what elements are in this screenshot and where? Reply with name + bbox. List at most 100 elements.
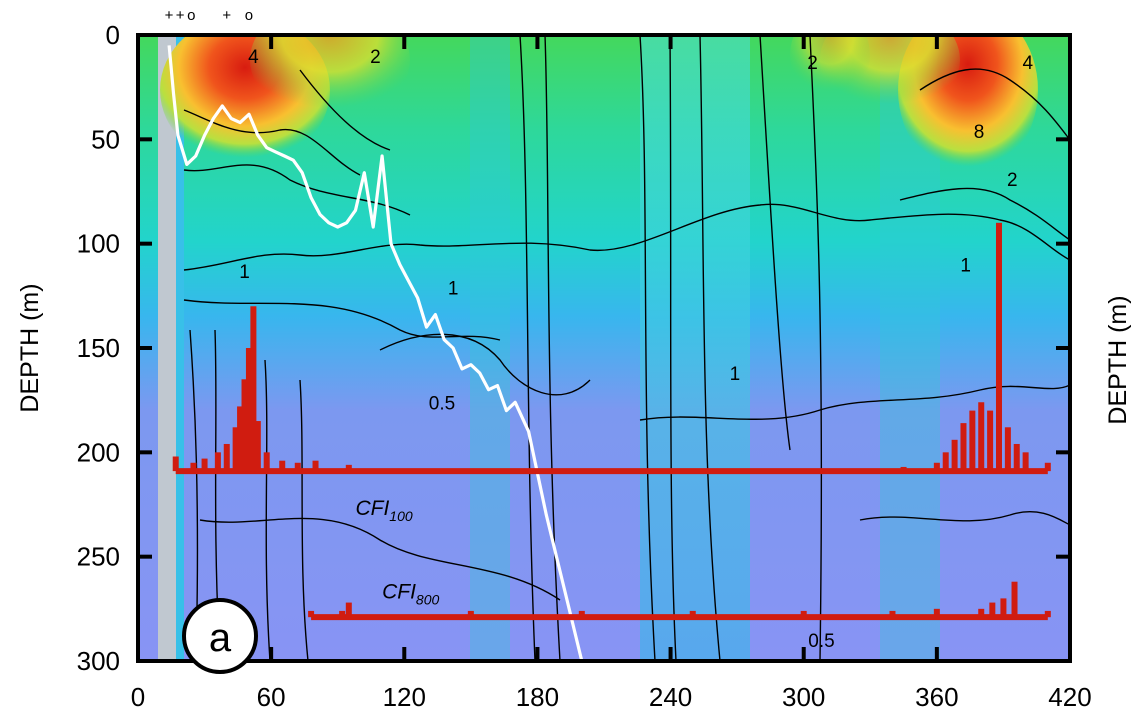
series-bar xyxy=(1000,598,1007,618)
x-axis: 0 60 120 180 240 300 360 420 xyxy=(131,35,1092,712)
series-bar xyxy=(578,610,585,618)
series-bar xyxy=(308,610,315,618)
y-tick-label: 250 xyxy=(77,542,120,572)
series-bar xyxy=(1011,581,1018,618)
y-axis: 0 50 100 150 200 250 300 xyxy=(77,20,1070,676)
series-bar xyxy=(578,469,585,472)
contour-line xyxy=(299,379,309,661)
boundary-line xyxy=(167,45,584,661)
top-marker: + xyxy=(222,7,231,24)
contour-line xyxy=(919,68,1070,141)
top-marker: o xyxy=(245,7,253,24)
y-axis-title: DEPTH (m) xyxy=(16,283,44,412)
series-bar xyxy=(689,469,696,472)
left-edge-band xyxy=(158,35,176,661)
series-bar xyxy=(237,406,244,472)
panel-label-circle xyxy=(182,598,258,674)
contour-line xyxy=(859,510,1070,526)
contour-line xyxy=(189,329,199,661)
series-bar xyxy=(1022,452,1029,472)
field-stripe xyxy=(640,35,750,661)
y-tick-label: 200 xyxy=(77,437,120,467)
series-bar xyxy=(942,452,949,472)
contour-label: 0.5 xyxy=(808,631,834,652)
right-axis-title: DEPTH (m) xyxy=(1104,295,1132,424)
series-bar xyxy=(201,458,208,472)
left-edge-band xyxy=(176,35,184,661)
series-bar xyxy=(250,306,257,472)
contour-line xyxy=(639,384,1070,421)
contour-label: 0.5 xyxy=(429,393,455,414)
contour-line xyxy=(183,109,361,176)
x-tick-label: 300 xyxy=(782,682,825,712)
series-bar xyxy=(800,610,807,618)
series-bar xyxy=(241,379,248,472)
x-tick-label: 240 xyxy=(649,682,692,712)
series-bar xyxy=(933,462,940,472)
contour-labels: 4 2 1 1 0.5 1 2 4 8 2 1 0.5 xyxy=(239,47,1033,652)
panel-label: a xyxy=(182,598,258,674)
series-bar xyxy=(889,610,896,618)
y-tick-label: 300 xyxy=(77,646,120,676)
contour-line xyxy=(299,69,391,151)
series-bar xyxy=(467,469,474,472)
series-bar xyxy=(969,410,976,472)
contour-label: 4 xyxy=(248,47,259,68)
series-bar xyxy=(800,469,807,472)
series-bar xyxy=(987,410,994,472)
x-tick-label: 180 xyxy=(516,682,559,712)
y-tick-label: 150 xyxy=(77,333,120,363)
contour-label: 1 xyxy=(448,278,459,299)
x-tick-label: 0 xyxy=(131,682,145,712)
contour-label: 1 xyxy=(730,364,741,385)
series-bar xyxy=(263,452,270,472)
series-bar xyxy=(951,439,958,472)
contour-line xyxy=(379,333,591,396)
top-marker: + xyxy=(176,7,185,24)
y-tick-label: 0 xyxy=(106,20,120,50)
series-bar xyxy=(933,608,940,618)
series-bar xyxy=(312,460,319,472)
contour-lines xyxy=(183,35,1070,661)
series-bar xyxy=(190,462,197,472)
top-markers: + + o + o xyxy=(165,7,253,24)
x-tick-label: 420 xyxy=(1048,682,1091,712)
series-bar xyxy=(689,610,696,618)
x-tick-label: 360 xyxy=(915,682,958,712)
series-bar xyxy=(172,456,179,472)
series-bar xyxy=(1004,427,1011,472)
contour-label: 4 xyxy=(1023,53,1034,74)
series-bar xyxy=(900,466,907,472)
series-bar xyxy=(960,423,967,472)
series-bar xyxy=(339,610,346,618)
series-bar xyxy=(345,602,352,618)
contour-line xyxy=(809,35,823,661)
contour-label: 2 xyxy=(1007,170,1018,191)
x-tick-label: 120 xyxy=(383,682,426,712)
contour-label: 2 xyxy=(807,53,818,74)
contour-line xyxy=(669,35,677,661)
series-bar xyxy=(279,460,286,472)
contour-line xyxy=(183,164,411,216)
contour-line xyxy=(759,35,791,451)
series-bar xyxy=(294,462,301,472)
contour-line xyxy=(183,203,1070,271)
cfi800-series xyxy=(308,581,1051,621)
series-bar xyxy=(245,348,252,472)
series-bar xyxy=(995,222,1002,472)
series-bar xyxy=(254,421,261,472)
series-bar xyxy=(989,602,996,618)
contour-line xyxy=(199,517,561,601)
y-tick-label: 50 xyxy=(91,124,120,154)
contour-line xyxy=(899,187,1070,241)
y-tick-label: 100 xyxy=(77,229,120,259)
x-tick-label: 60 xyxy=(257,682,286,712)
series-bar xyxy=(1013,443,1020,472)
series-bar xyxy=(1044,610,1051,618)
series-bar xyxy=(345,464,352,472)
series-bar xyxy=(214,452,221,472)
contour-line xyxy=(699,35,721,661)
plot-area xyxy=(138,35,1070,661)
series-bar xyxy=(232,427,239,472)
